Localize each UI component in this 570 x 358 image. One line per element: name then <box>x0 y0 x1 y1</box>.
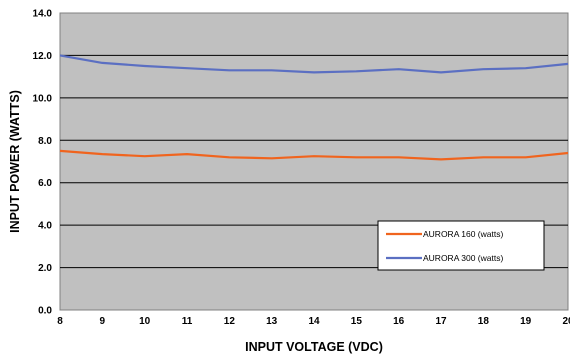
y-tick-label: 6.0 <box>38 178 52 189</box>
y-tick-label: 12.0 <box>33 51 53 62</box>
series-line-1 <box>59 149 569 161</box>
x-tick-label: 18 <box>478 316 490 327</box>
x-tick-label: 12 <box>224 316 236 327</box>
series-group <box>59 54 569 161</box>
y-tick-label: 14.0 <box>33 9 53 20</box>
x-tick-label: 8 <box>57 316 63 327</box>
y-tick-label: 0.0 <box>38 306 52 317</box>
x-tick-labels: 8 9 10 11 12 13 14 15 16 17 18 19 20 <box>57 316 570 327</box>
y-tick-label: 2.0 <box>38 263 52 274</box>
x-tick-label: 9 <box>100 316 106 327</box>
y-axis-label: INPUT POWER (WATTS) <box>8 90 22 233</box>
x-tick-label: 19 <box>520 316 532 327</box>
y-tick-label: 8.0 <box>38 136 52 147</box>
legend-label: AURORA 300 (watts) <box>423 253 503 263</box>
x-tick-label: 10 <box>139 316 151 327</box>
y-tick-label: 10.0 <box>33 93 53 104</box>
x-tick-label: 13 <box>266 316 278 327</box>
x-tick-label: 20 <box>562 316 570 327</box>
y-tick-label: 4.0 <box>38 221 52 232</box>
y-tick-labels: 0.0 2.0 4.0 6.0 8.0 10.0 12.0 14.0 <box>33 9 53 317</box>
legend: AURORA 160 (watts) AURORA 300 (watts) <box>377 220 545 271</box>
x-axis-label: INPUT VOLTAGE (VDC) <box>245 340 383 354</box>
x-tick-label: 15 <box>351 316 363 327</box>
legend-box <box>377 220 545 271</box>
x-tick-label: 14 <box>308 316 320 327</box>
x-tick-label: 17 <box>435 316 447 327</box>
series-line-2 <box>59 54 569 74</box>
x-tick-label: 11 <box>182 316 193 327</box>
x-tick-label: 16 <box>393 316 405 327</box>
legend-label: AURORA 160 (watts) <box>423 229 503 239</box>
